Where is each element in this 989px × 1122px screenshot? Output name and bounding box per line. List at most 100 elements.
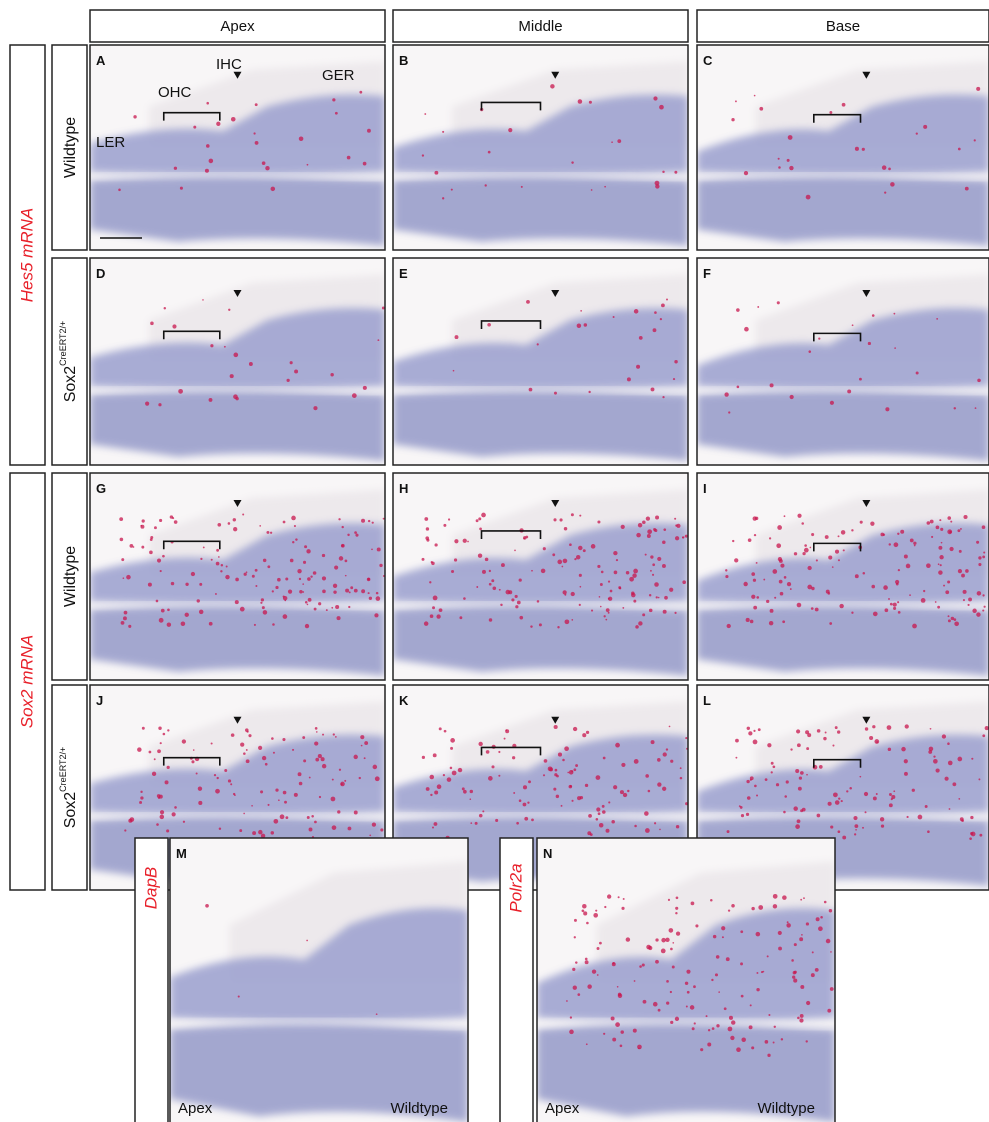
- signal-dot: [670, 948, 673, 951]
- signal-dot: [271, 831, 274, 834]
- signal-dot: [828, 802, 832, 806]
- signal-dot: [916, 372, 919, 375]
- signal-dot: [724, 1007, 727, 1010]
- signal-dot: [265, 166, 269, 170]
- signal-dot: [686, 970, 690, 974]
- signal-dot: [459, 616, 462, 619]
- row-label-main: Sox2: [62, 792, 79, 829]
- signal-dot: [982, 734, 985, 737]
- signal-dot: [273, 819, 278, 824]
- signal-dot: [976, 541, 979, 544]
- row-label-main: Sox2: [62, 366, 79, 403]
- signal-dot: [142, 727, 145, 730]
- signal-dot: [326, 609, 328, 611]
- signal-dot: [515, 595, 518, 598]
- signal-dot: [790, 588, 792, 590]
- signal-dot: [376, 596, 381, 601]
- signal-dot: [978, 556, 981, 559]
- signal-dot: [193, 749, 195, 751]
- signal-dot: [172, 517, 174, 519]
- signal-dot: [433, 753, 437, 757]
- signal-dot: [238, 995, 240, 997]
- signal-dot: [216, 122, 220, 126]
- signal-dot: [949, 547, 953, 551]
- signal-dot: [215, 789, 220, 794]
- signal-dot: [341, 783, 343, 785]
- signal-dot: [746, 618, 750, 622]
- signal-dot: [818, 926, 823, 931]
- signal-dot: [756, 562, 758, 564]
- signal-dot: [322, 576, 326, 580]
- signal-dot: [737, 386, 740, 389]
- signal-dot: [335, 736, 337, 738]
- signal-dot: [431, 562, 434, 565]
- signal-dot: [818, 338, 820, 340]
- signal-dot: [794, 552, 797, 555]
- signal-dot: [448, 518, 450, 520]
- signal-dot: [291, 516, 296, 521]
- signal-dot: [580, 310, 582, 312]
- signal-dot: [154, 526, 157, 529]
- signal-dot: [605, 619, 607, 621]
- row-label-sup: CreERT2/+: [58, 321, 68, 366]
- signal-dot: [434, 790, 438, 794]
- signal-dot: [582, 904, 587, 909]
- group-label: Sox2 mRNA: [17, 635, 36, 729]
- signal-dot: [621, 525, 625, 529]
- signal-dot: [662, 540, 666, 544]
- signal-dot: [838, 535, 840, 537]
- signal-dot: [485, 184, 487, 186]
- signal-dot: [645, 774, 649, 778]
- signal-dot: [159, 618, 164, 623]
- signal-dot: [811, 587, 814, 590]
- signal-dot: [921, 598, 926, 603]
- signal-dot: [780, 564, 784, 568]
- signal-dot: [315, 758, 319, 762]
- signal-dot: [829, 909, 832, 912]
- signal-dot: [910, 539, 914, 543]
- signal-dot: [318, 754, 322, 758]
- signal-dot: [128, 625, 131, 628]
- signal-dot: [596, 818, 599, 821]
- signal-dot: [777, 525, 782, 530]
- signal-dot: [537, 343, 539, 345]
- signal-dot: [583, 549, 586, 552]
- signal-dot: [470, 822, 472, 824]
- signal-dot: [172, 324, 176, 328]
- signal-dot: [444, 730, 447, 733]
- signal-dot: [482, 810, 484, 812]
- signal-dot: [586, 1043, 588, 1045]
- signal-dot: [727, 624, 731, 628]
- signal-dot: [644, 811, 649, 816]
- signal-dot: [852, 324, 854, 326]
- signal-dot: [217, 523, 221, 527]
- signal-dot: [259, 525, 261, 527]
- signal-dot: [577, 324, 581, 328]
- signal-dot: [906, 816, 908, 818]
- signal-dot: [430, 775, 435, 780]
- signal-dot: [200, 558, 202, 560]
- signal-dot: [662, 564, 666, 568]
- signal-dot: [322, 554, 325, 557]
- signal-dot: [278, 799, 280, 801]
- signal-dot: [332, 779, 334, 781]
- signal-dot: [634, 759, 639, 764]
- signal-dot: [732, 540, 734, 542]
- signal-dot: [511, 598, 514, 601]
- signal-dot: [746, 780, 749, 783]
- signal-dot: [361, 745, 363, 747]
- signal-dot: [130, 544, 134, 548]
- signal-dot: [166, 829, 169, 832]
- panel-letter: K: [399, 693, 409, 708]
- signal-dot: [741, 1037, 746, 1042]
- signal-dot: [872, 725, 875, 728]
- signal-dot: [140, 791, 142, 793]
- signal-dot: [489, 618, 492, 621]
- signal-dot: [585, 960, 589, 964]
- signal-dot: [231, 117, 236, 122]
- signal-dot: [470, 790, 473, 793]
- signal-dot: [827, 1009, 831, 1013]
- signal-dot: [199, 610, 203, 614]
- signal-dot: [290, 559, 294, 563]
- signal-dot: [258, 746, 262, 750]
